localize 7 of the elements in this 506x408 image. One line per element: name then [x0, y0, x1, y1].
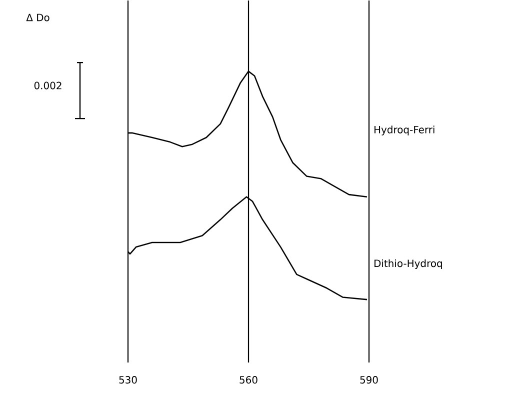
text: Dithio-Hydroq [374, 260, 442, 270]
text: Δ Do [26, 14, 50, 22]
x-tick-label: 560 [240, 376, 258, 384]
text: Hydroq-Ferri [374, 126, 434, 136]
text: 0.002 [34, 82, 62, 90]
x-tick-label: 590 [360, 376, 378, 384]
x-tick-label: 530 [119, 376, 137, 384]
